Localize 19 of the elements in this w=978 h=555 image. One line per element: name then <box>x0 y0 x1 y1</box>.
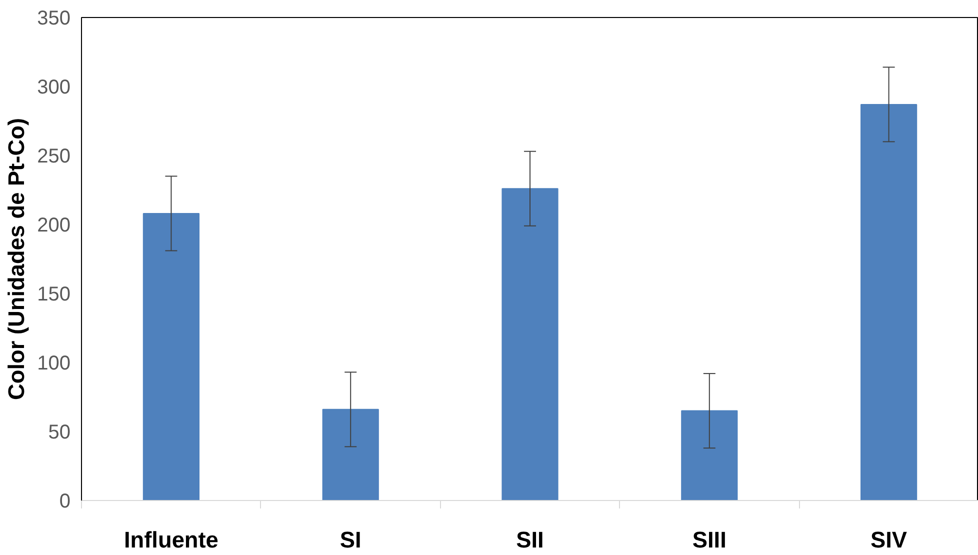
y-tick-label: 250 <box>37 146 71 168</box>
x-tick-label: SII <box>516 526 544 552</box>
bar <box>142 212 200 500</box>
y-axis-title: Color (Unidades de Pt-Co) <box>3 118 30 400</box>
y-tick-label: 150 <box>37 284 71 306</box>
bar <box>322 408 379 500</box>
y-tick-label: 350 <box>37 8 71 30</box>
bar <box>860 104 918 500</box>
y-tick-label: 100 <box>37 352 71 374</box>
y-tick-label: 0 <box>59 490 70 512</box>
x-tick-label: SI <box>340 526 362 552</box>
y-tick-label: 50 <box>48 422 71 444</box>
x-tick-label: SIV <box>870 526 908 552</box>
y-tick-label: 200 <box>37 214 71 236</box>
x-tick-label: SIII <box>692 526 726 552</box>
bar <box>502 188 558 500</box>
x-tick-label: Influente <box>124 526 218 552</box>
y-tick-label: 300 <box>37 76 71 98</box>
bar <box>681 410 738 500</box>
